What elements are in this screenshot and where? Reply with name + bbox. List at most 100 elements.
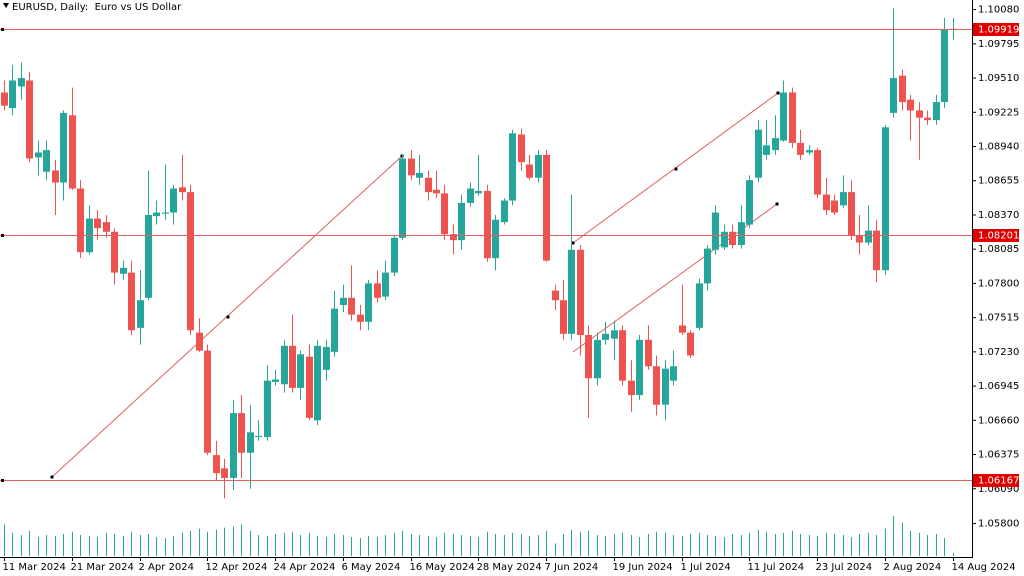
candle-body [882,127,889,271]
candle-body [653,366,660,405]
anchor-point [226,315,230,319]
candle-body [823,194,830,211]
y-tick-label: 1.09225 [978,107,1019,118]
anchor-point [775,202,779,206]
candle-body [391,237,398,273]
candle-body [357,314,364,322]
y-tick-label: 1.07515 [978,313,1019,324]
candle-body [856,235,863,243]
candle-body [60,112,67,183]
candle-body [9,80,16,109]
candle-body [933,102,940,121]
x-tick-label: 12 Apr 2024 [206,562,268,573]
x-tick-label: 2 Aug 2024 [884,562,942,573]
anchor-point [571,241,575,245]
chart-title: EURUSD, Daily: Euro vs US Dollar [12,2,182,13]
candle-body [789,92,796,143]
candle-body [924,117,931,121]
candle-body [772,138,779,151]
candle-body [543,154,550,261]
y-tick-label: 1.08655 [978,176,1019,187]
candle-body [899,75,906,103]
candle-body [831,200,838,213]
candle-body [560,300,567,334]
x-tick-label: 23 Jul 2024 [816,562,873,573]
trend-lines [50,91,780,479]
candle-body [289,345,296,388]
candle-body [238,413,245,453]
candle-body [594,339,601,379]
y-tick-label: 1.08370 [978,210,1019,221]
x-tick-label: 14 Aug 2024 [952,562,1016,573]
price-label: 1.09919 [978,25,1019,36]
candle-body [704,248,711,284]
candle-body [535,154,542,178]
candle-body [365,283,372,322]
candle-body [162,212,169,214]
candle-body [230,413,237,478]
y-tick-label: 1.08085 [978,244,1019,255]
candle-body [780,92,787,141]
candle-body [746,180,753,225]
candle-body [467,188,474,203]
candle-body [69,115,76,189]
x-tick-label: 19 Jun 2024 [613,562,673,573]
price-label: 1.08201 [978,231,1019,242]
x-tick-label: 28 May 2024 [477,562,542,573]
candle-body [77,188,84,253]
candle-body [501,200,508,223]
x-tick-label: 11 Jul 2024 [748,562,805,573]
candle-body [348,297,355,315]
x-tick-label: 16 May 2024 [410,562,475,573]
candle-body [509,133,516,201]
candle-body [840,192,847,206]
candle-body [52,170,59,183]
candle-body [382,272,389,297]
candle-body [18,78,25,87]
candle-body [331,308,338,352]
y-tick-label: 1.07800 [978,278,1019,289]
y-tick-label: 1.06375 [978,450,1019,461]
price-label-box [973,229,1019,242]
x-tick-label: 2 Apr 2024 [139,562,194,573]
candle-body [712,212,719,250]
y-tick-label: 1.10080 [978,5,1019,16]
candle-body [729,231,736,245]
candle-body [797,142,804,155]
candle-body [941,30,948,103]
candle-body [475,190,482,194]
candle-body [179,187,186,193]
candle-body [585,335,592,379]
candle-body [416,172,423,178]
candle-body [814,150,821,195]
x-tick-label: 6 May 2024 [342,562,401,573]
candle-body [314,345,321,421]
y-tick-label: 1.08940 [978,142,1019,153]
candle-body [806,150,813,153]
x-tick-label: 7 Jun 2024 [545,562,599,573]
x-tick-label: 21 Mar 2024 [71,562,134,573]
candle-body [408,158,415,176]
candle-body [374,283,381,298]
candle-body [916,110,923,118]
candle-body [26,80,33,159]
candle-body [890,78,897,113]
candle-body [187,192,194,331]
candle-body [755,129,762,178]
y-tick-label: 1.06660 [978,415,1019,426]
candle-body [873,230,880,271]
candle-body [35,152,42,158]
candle-body [670,366,677,381]
candle-body [865,230,872,243]
candle-body [196,332,203,351]
candle-body [145,214,152,298]
candle-body [221,468,228,478]
candle-body [281,345,288,385]
candle-body [323,347,330,370]
y-tick-label: 1.07230 [978,347,1019,358]
y-tick-label: 1.06945 [978,381,1019,392]
price-label-box [973,474,1019,487]
candle-body [441,193,448,235]
candle-body [636,339,643,396]
